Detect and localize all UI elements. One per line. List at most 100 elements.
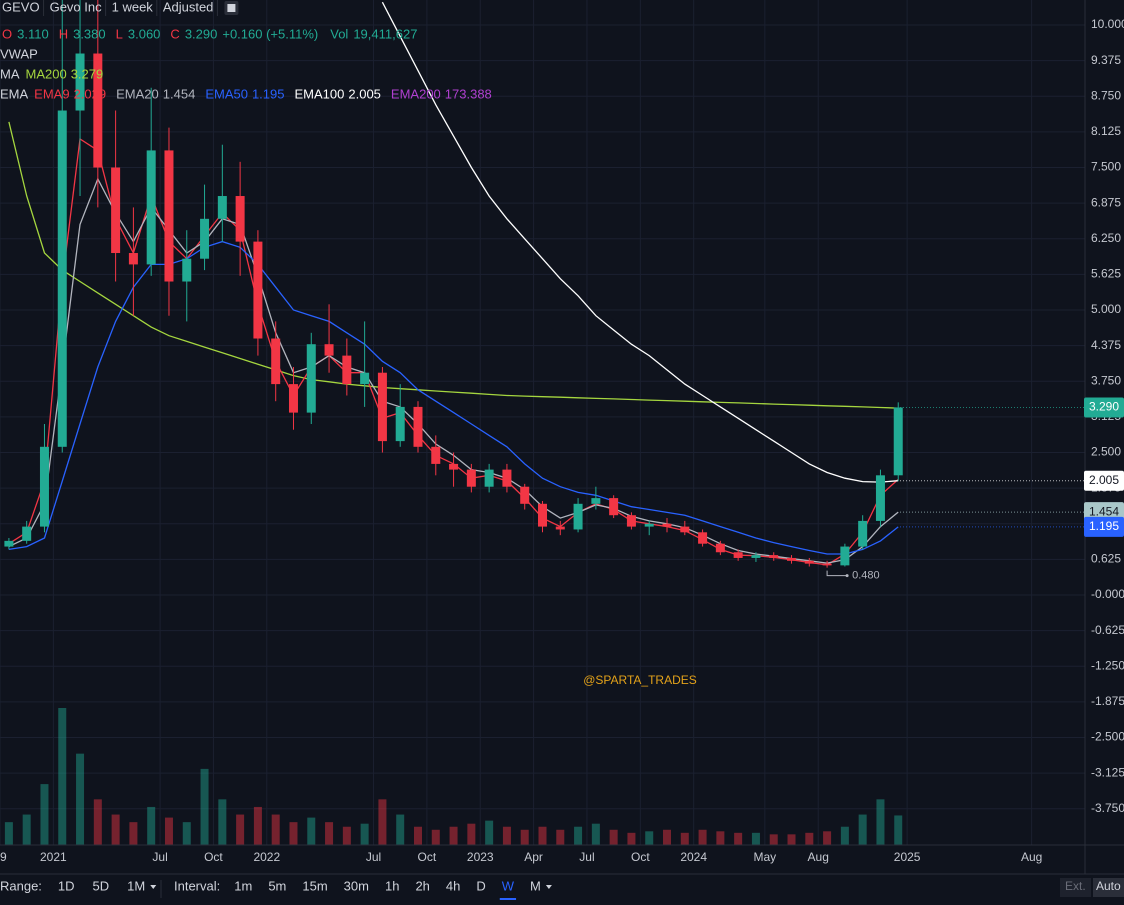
candle-body (555, 526, 565, 530)
range-button[interactable]: 1D (58, 878, 75, 893)
y-tick-label: 5.000 (1091, 302, 1121, 316)
volume-bar (520, 829, 529, 845)
volume-bar (734, 832, 743, 845)
interval-button[interactable]: 4h (446, 878, 460, 893)
volume-bar (431, 829, 440, 845)
toolbar-button-bg[interactable] (1060, 878, 1091, 897)
header-interval: 1 week (112, 0, 154, 14)
toolbar: Range: 1D 5D 1M Interval: 1m 5m 15m 30m 1h 2h 4h D W M… (0, 873, 1124, 905)
volume-bar (129, 822, 138, 845)
legend-name: MA200 (26, 66, 67, 81)
volume-bar (823, 831, 832, 845)
volume-bar (200, 768, 209, 845)
range-button[interactable]: 1M (127, 878, 145, 893)
x-tick-label: Jul (366, 850, 381, 864)
interval-button[interactable]: W (502, 878, 515, 893)
candle-body (520, 486, 530, 504)
candle-body (4, 540, 14, 547)
volume-bar (396, 814, 405, 845)
volume-bar (253, 806, 262, 845)
toolbar-bg (0, 874, 1124, 905)
legend-value: 173.388 (445, 86, 492, 101)
volume-bar (342, 826, 351, 845)
auto-button[interactable]: Auto (1096, 879, 1121, 893)
volume-bar (680, 832, 689, 845)
low-marker-dot (845, 574, 849, 578)
candle-body (769, 555, 779, 558)
volume-bar (787, 834, 796, 845)
dropdown-caret[interactable] (545, 885, 552, 889)
y-tick-label: -0.625 (1091, 623, 1124, 637)
candle-body (360, 372, 370, 385)
y-tick-label: -1.250 (1091, 658, 1124, 672)
interval-button[interactable]: D (476, 878, 485, 893)
header-symbol: GEVO (2, 0, 40, 14)
interval-button[interactable]: M (530, 878, 541, 893)
y-tick-label: 5.625 (1091, 267, 1121, 281)
candle-body (22, 526, 32, 541)
x-tick-label: Apr (524, 850, 543, 864)
candle-body (413, 406, 423, 447)
ohlc-key: L (116, 26, 123, 41)
candle-body (395, 406, 405, 442)
candle-body (200, 218, 210, 259)
candle-body (609, 498, 619, 516)
volume-bar (147, 806, 156, 845)
candle-body (377, 372, 387, 442)
price-pane: 0.480 (4, 0, 1085, 582)
interval-button[interactable]: 1m (234, 878, 252, 893)
candle-body (787, 557, 797, 561)
interval-button[interactable]: 2h (415, 878, 429, 893)
candle-body (644, 523, 654, 527)
y-tick-label: 6.250 (1091, 231, 1121, 245)
interval-button[interactable]: 5m (268, 878, 286, 893)
volume-bar (93, 799, 102, 845)
volume-bar (378, 799, 387, 845)
x-tick-label: Aug (808, 850, 829, 864)
x-tick-label: 2021 (40, 850, 67, 864)
candle-body (57, 110, 67, 447)
volume-bar (645, 831, 654, 845)
volume-bar (449, 826, 458, 845)
legend-value: 1.454 (163, 86, 196, 101)
price-tag (1084, 397, 1124, 418)
toolbar-label: Interval: (174, 878, 220, 893)
volume-bar (538, 826, 547, 845)
candle-body (128, 253, 138, 265)
volume-bar (236, 814, 245, 845)
volume-pane (4, 708, 903, 845)
candle-body (858, 520, 868, 547)
x-tick-label: 2022 (253, 850, 280, 864)
volume-bar (58, 708, 67, 845)
ext-button[interactable]: Ext. (1065, 879, 1086, 893)
candle-body (502, 469, 512, 487)
y-tick-label: -2.500 (1091, 730, 1124, 744)
candle-body (662, 523, 672, 527)
legend-name: EMA20 (116, 86, 159, 101)
legend-value: 3.279 (71, 66, 104, 81)
axes: 10.000 9.375 8.750 8.125 7.500 6.875 6.250 5.62… (0, 0, 1124, 874)
toolbar-button-bg[interactable] (1093, 878, 1124, 897)
candle-body (39, 446, 49, 527)
interval-button[interactable]: 15m (302, 878, 327, 893)
dropdown-caret[interactable] (150, 885, 157, 889)
candle-body (733, 552, 743, 558)
interval-button[interactable]: 1h (385, 878, 399, 893)
price-tag-label: 3.290 (1089, 400, 1119, 414)
y-tick-label: 6.875 (1091, 195, 1121, 209)
candle-body (822, 563, 832, 566)
grid (0, 0, 1085, 845)
group-label: MA (0, 66, 20, 81)
candle-body (271, 338, 281, 385)
volume-bar (556, 829, 565, 845)
volume-bar (271, 814, 280, 845)
x-tick-label: Jul (152, 850, 167, 864)
range-button[interactable]: 5D (93, 878, 110, 893)
volume-bar (751, 832, 760, 845)
price-tag-label: 1.454 (1089, 504, 1119, 518)
y-tick-label: 7.500 (1091, 160, 1121, 174)
volume-bar (574, 826, 583, 845)
volume-bar (22, 814, 31, 845)
interval-button[interactable]: 30m (344, 878, 369, 893)
